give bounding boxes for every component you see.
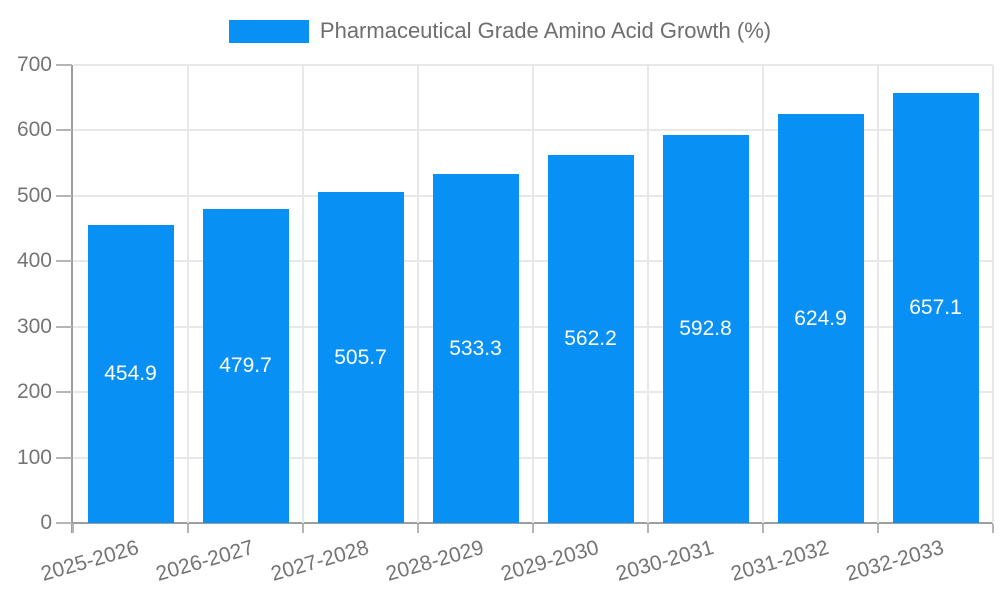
bar-2025-2026: 454.9 [87, 225, 174, 523]
x-axis-tick [72, 524, 74, 533]
bar-value-label: 657.1 [909, 296, 962, 320]
y-axis-tick [56, 391, 72, 394]
legend-label: Pharmaceutical Grade Amino Acid Growth (… [319, 18, 772, 43]
bar-value-label: 533.3 [449, 336, 502, 360]
bar-value-label: 454.9 [104, 362, 157, 386]
y-axis-tick-label: 700 [16, 53, 52, 76]
x-axis-tick [187, 524, 189, 533]
x-axis-tick [302, 524, 304, 533]
legend-swatch-icon [228, 19, 309, 43]
bar-2032-2033: 657.1 [892, 93, 979, 523]
x-axis-tick [532, 524, 534, 533]
bar-2026-2027: 479.7 [202, 209, 289, 523]
x-axis-tick [417, 524, 419, 533]
plot-area: 454.9 479.7 505.7 533.3 562.2 592.8 624.9 657.1 [73, 64, 994, 523]
y-axis-tick [56, 456, 72, 459]
gridline-vertical [417, 65, 419, 523]
bar-2030-2031: 592.8 [662, 135, 749, 523]
x-axis-tick [762, 524, 764, 533]
bar-value-label: 505.7 [334, 345, 387, 369]
bar-value-label: 562.2 [564, 327, 617, 351]
gridline-vertical [532, 65, 534, 523]
x-axis-tick [877, 524, 879, 533]
y-axis-tick-label: 0 [40, 511, 52, 534]
legend: Pharmaceutical Grade Amino Acid Growth (… [0, 18, 1000, 44]
bar-2029-2030: 562.2 [547, 155, 634, 523]
y-axis-tick [56, 260, 72, 263]
y-axis-tick [56, 194, 72, 197]
y-axis-tick-label: 300 [16, 314, 52, 338]
gridline-vertical [992, 65, 994, 523]
bar-2028-2029: 533.3 [432, 174, 519, 523]
y-axis-tick-label: 200 [16, 380, 52, 404]
gridline-vertical [877, 65, 879, 523]
x-axis-tick [647, 524, 649, 533]
y-axis-tick-label: 400 [16, 249, 52, 273]
y-axis-tick-label: 100 [16, 445, 52, 469]
x-axis-tick [992, 524, 994, 533]
bar-value-label: 479.7 [219, 354, 272, 378]
bar-2031-2032: 624.9 [777, 114, 864, 523]
bar-value-label: 592.8 [679, 317, 732, 341]
gridline-vertical [187, 65, 189, 523]
y-axis-tick [56, 129, 72, 132]
y-axis-tick-label: 500 [16, 183, 52, 207]
y-axis-tick [56, 325, 72, 328]
legend-item[interactable]: Pharmaceutical Grade Amino Acid Growth (… [228, 18, 772, 44]
bar-2027-2028: 505.7 [317, 192, 404, 523]
bar-value-label: 624.9 [794, 306, 847, 330]
y-axis-tick-label: 600 [16, 118, 52, 142]
x-axis-line [71, 522, 993, 524]
y-axis-tick [56, 64, 72, 66]
gridline-vertical [647, 65, 649, 523]
y-axis-line [71, 65, 73, 533]
y-axis-tick [56, 522, 72, 524]
gridline-vertical [302, 65, 304, 523]
gridline-vertical [762, 65, 764, 523]
